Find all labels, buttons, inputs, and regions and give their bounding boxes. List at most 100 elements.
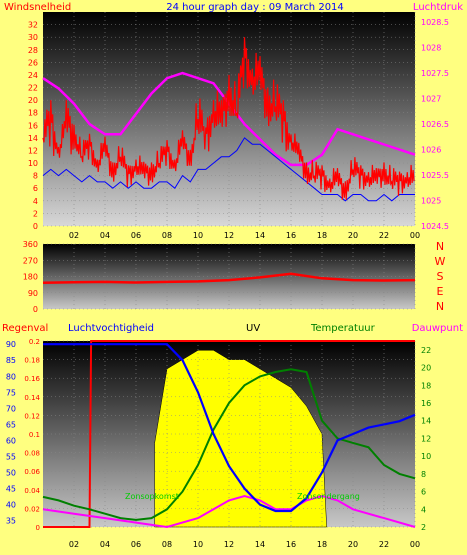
time-tick-label: 06 [131,540,141,549]
time-tick-label: 00 [410,540,420,549]
time-tick-label: 04 [100,231,110,240]
time-tick-label: 08 [162,540,172,549]
humidity-tick-label: 45 [6,485,16,494]
dewpoint-series-line [42,494,416,529]
uv-series-area [154,350,327,528]
wind-tick-label: 10 [28,159,38,168]
time-tick-label: 12 [224,540,234,549]
direction-tick-label: 360 [23,240,38,249]
rain-axis-title: Regenval [2,323,48,334]
time-tick-label: 10 [193,540,203,549]
humidity-tick-label: 80 [6,372,16,381]
sunrise-label: Zonsopkomst [125,492,179,501]
wind-tick-label: 26 [28,58,38,67]
temperature-series-line [42,368,416,521]
wind-tick-label: 28 [28,46,38,55]
time-tick-label: 18 [317,231,327,240]
panel-wind-bg [43,12,415,226]
humidity-tick-label: 70 [6,404,16,413]
pressure-tick-label: 1027.5 [421,69,449,78]
humidity-tick-label: 85 [6,356,16,365]
rain-tick-label: 0 [36,524,40,532]
rain-tick-label: 0.2 [29,338,40,346]
temperature-tick-label: 2 [421,523,426,532]
time-tick-label: 14 [255,231,265,240]
wind-direction-series-line [42,272,416,285]
humidity-series-line [43,343,416,513]
time-tick-label: 06 [131,231,141,240]
rain-tick-label: 0.06 [24,468,40,476]
wind-tick-label: 4 [33,197,38,206]
humidity-tick-label: 35 [6,517,16,526]
wind-average-series-line [42,137,415,202]
pressure-series-line [42,71,416,167]
compass-label: E [437,285,444,298]
wind-tick-label: 20 [28,96,38,105]
humidity-tick-label: 50 [6,468,16,477]
dewpoint-axis-title: Dauwpunt [412,323,463,334]
direction-tick-label: 270 [23,256,38,265]
pressure-tick-label: 1025.5 [421,171,449,180]
wind-tick-label: 18 [28,109,38,118]
pressure-tick-label: 1028 [421,44,441,53]
time-tick-label: 00 [410,231,420,240]
humidity-tick-label: 60 [6,436,16,445]
temperature-tick-label: 8 [421,470,426,479]
time-tick-label: 10 [193,231,203,240]
wind-tick-label: 24 [28,71,38,80]
temperature-tick-label: 14 [421,417,431,426]
pressure-tick-label: 1026 [421,146,441,155]
temperature-axis-title: Temperatuur [310,323,376,334]
rain-tick-label: 0.12 [24,412,40,420]
humidity-tick-label: 40 [6,501,16,510]
left-axis-title: Windsnelheid [4,2,71,13]
time-tick-label: 02 [69,540,79,549]
pressure-tick-label: 1026.5 [421,120,449,129]
time-tick-label: 16 [286,231,296,240]
humidity-tick-label: 55 [6,452,16,461]
compass-label: N [436,240,444,253]
sunset-label: Zonsondergang [297,492,360,501]
humidity-tick-label: 90 [6,340,16,349]
temperature-tick-label: 20 [421,364,431,373]
wind-tick-label: 8 [33,172,38,181]
pressure-tick-label: 1025 [421,197,441,206]
time-tick-label: 04 [100,540,110,549]
pressure-tick-label: 1024.5 [421,222,449,231]
wind-tick-label: 30 [28,33,38,42]
wind-tick-label: 16 [28,121,38,130]
wind-tick-label: 6 [33,184,38,193]
temperature-tick-label: 10 [421,452,431,461]
time-tick-label: 18 [317,540,327,549]
compass-label: S [437,270,444,283]
wind-tick-label: 0 [33,222,38,231]
direction-tick-label: 0 [33,305,38,314]
temperature-tick-label: 16 [421,399,431,408]
temperature-tick-label: 6 [421,488,426,497]
rain-tick-label: 0.16 [24,375,40,383]
humidity-tick-label: 65 [6,420,16,429]
temperature-tick-label: 18 [421,381,431,390]
temperature-tick-label: 22 [421,346,431,355]
wind-tick-label: 2 [33,209,38,218]
direction-tick-label: 180 [23,273,38,282]
humidity-tick-label: 75 [6,388,16,397]
right-axis-title: Luchtdruk [413,2,463,13]
direction-tick-label: 90 [28,289,38,298]
uv-axis-title: UV [246,323,260,334]
time-tick-label: 08 [162,231,172,240]
wind-tick-label: 14 [28,134,38,143]
time-tick-label: 12 [224,231,234,240]
wind-tick-label: 12 [28,146,38,155]
compass-label: N [436,300,444,313]
time-tick-label: 16 [286,540,296,549]
rain-tick-label: 0.1 [29,431,40,439]
rain-series-line [43,340,415,528]
time-tick-label: 20 [348,540,358,549]
rain-tick-label: 0.14 [24,394,40,402]
pressure-tick-label: 1027 [421,95,441,104]
compass-label: W [435,255,446,268]
humidity-axis-title: Luchtvochtigheid [68,323,154,334]
wind-tick-label: 32 [28,21,38,30]
